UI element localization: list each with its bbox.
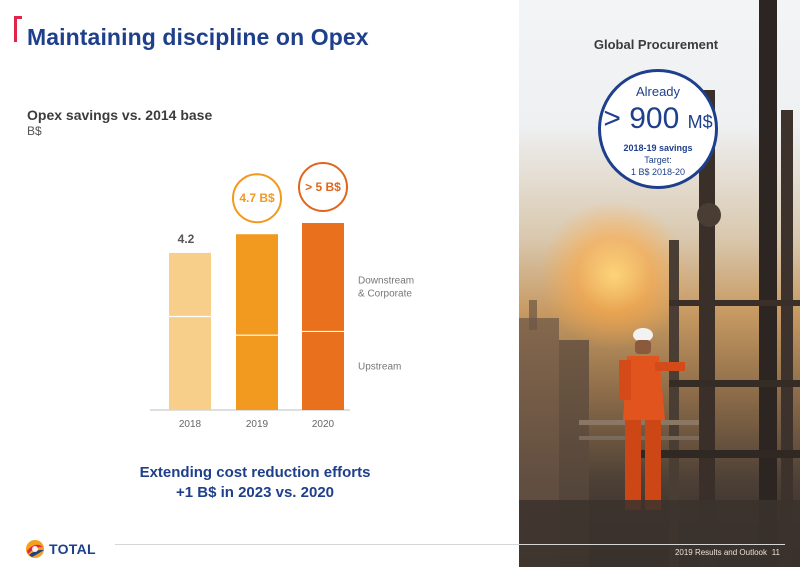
sun-glow: [539, 200, 689, 350]
total-logo-text: TOTAL: [49, 541, 96, 557]
bar-upstream-2018: [169, 316, 211, 410]
footer-divider: [115, 544, 785, 545]
x-tick-label-2018: 2018: [179, 419, 202, 430]
chart-title: Opex savings vs. 2014 base: [27, 107, 213, 123]
badge-amount: > 900 M$: [601, 102, 715, 139]
legend-downstream-corporate-line2: & Corporate: [358, 288, 412, 299]
page-title: Maintaining discipline on Opex: [27, 24, 369, 50]
chart-unit: B$: [27, 124, 42, 138]
badge-already-text: Already: [635, 84, 681, 99]
bottom-text-line-1: Extending cost reduction efforts: [139, 464, 371, 481]
refinery-structure-graphic: [519, 0, 800, 567]
badge-savings-period: 2018-19 savings: [623, 143, 693, 153]
legend-downstream-corporate-line1: Downstream: [358, 275, 414, 286]
badge-amount-unit: M$: [687, 112, 713, 132]
bottom-text-line-2: +1 B$ in 2023 vs. 2020: [175, 484, 335, 501]
legend-upstream: Upstream: [358, 362, 401, 373]
data-label-2019: 4.7 B$: [239, 191, 275, 205]
footer-document-title: 2019 Results and Outlook: [674, 548, 767, 557]
total-logo-icon: [26, 540, 44, 558]
bar-downstream-2020: [302, 223, 344, 332]
badge-amount-value: > 900: [603, 102, 680, 135]
data-label-circle-2020: [298, 162, 348, 212]
total-logo: TOTAL: [24, 538, 96, 560]
badge-target-value: 1 B$ 2018-20: [630, 167, 686, 177]
x-tick-label-2019: 2019: [246, 419, 269, 430]
bar-upstream-2020: [302, 331, 344, 410]
title-accent-mark: [14, 16, 22, 42]
data-label-2018: 4.2: [178, 232, 195, 246]
bar-downstream-2018: [169, 252, 211, 317]
opex-savings-chart: 2018 4.2 2019 4.7 B$ 2020 > 5 B$ Downstream & C…: [150, 162, 414, 430]
data-label-2020: > 5 B$: [305, 180, 341, 194]
procurement-savings-badge: Already > 900 M$ 2018-19 savings Target:…: [598, 69, 718, 189]
data-label-circle-2019: [232, 173, 282, 224]
global-procurement-label: Global Procurement: [593, 37, 719, 52]
bar-upstream-2019: [236, 335, 278, 410]
footer-page-number: 11: [771, 548, 780, 557]
bar-downstream-2019: [236, 234, 278, 336]
badge-target-label: Target:: [644, 155, 672, 165]
x-tick-label-2020: 2020: [312, 419, 335, 430]
